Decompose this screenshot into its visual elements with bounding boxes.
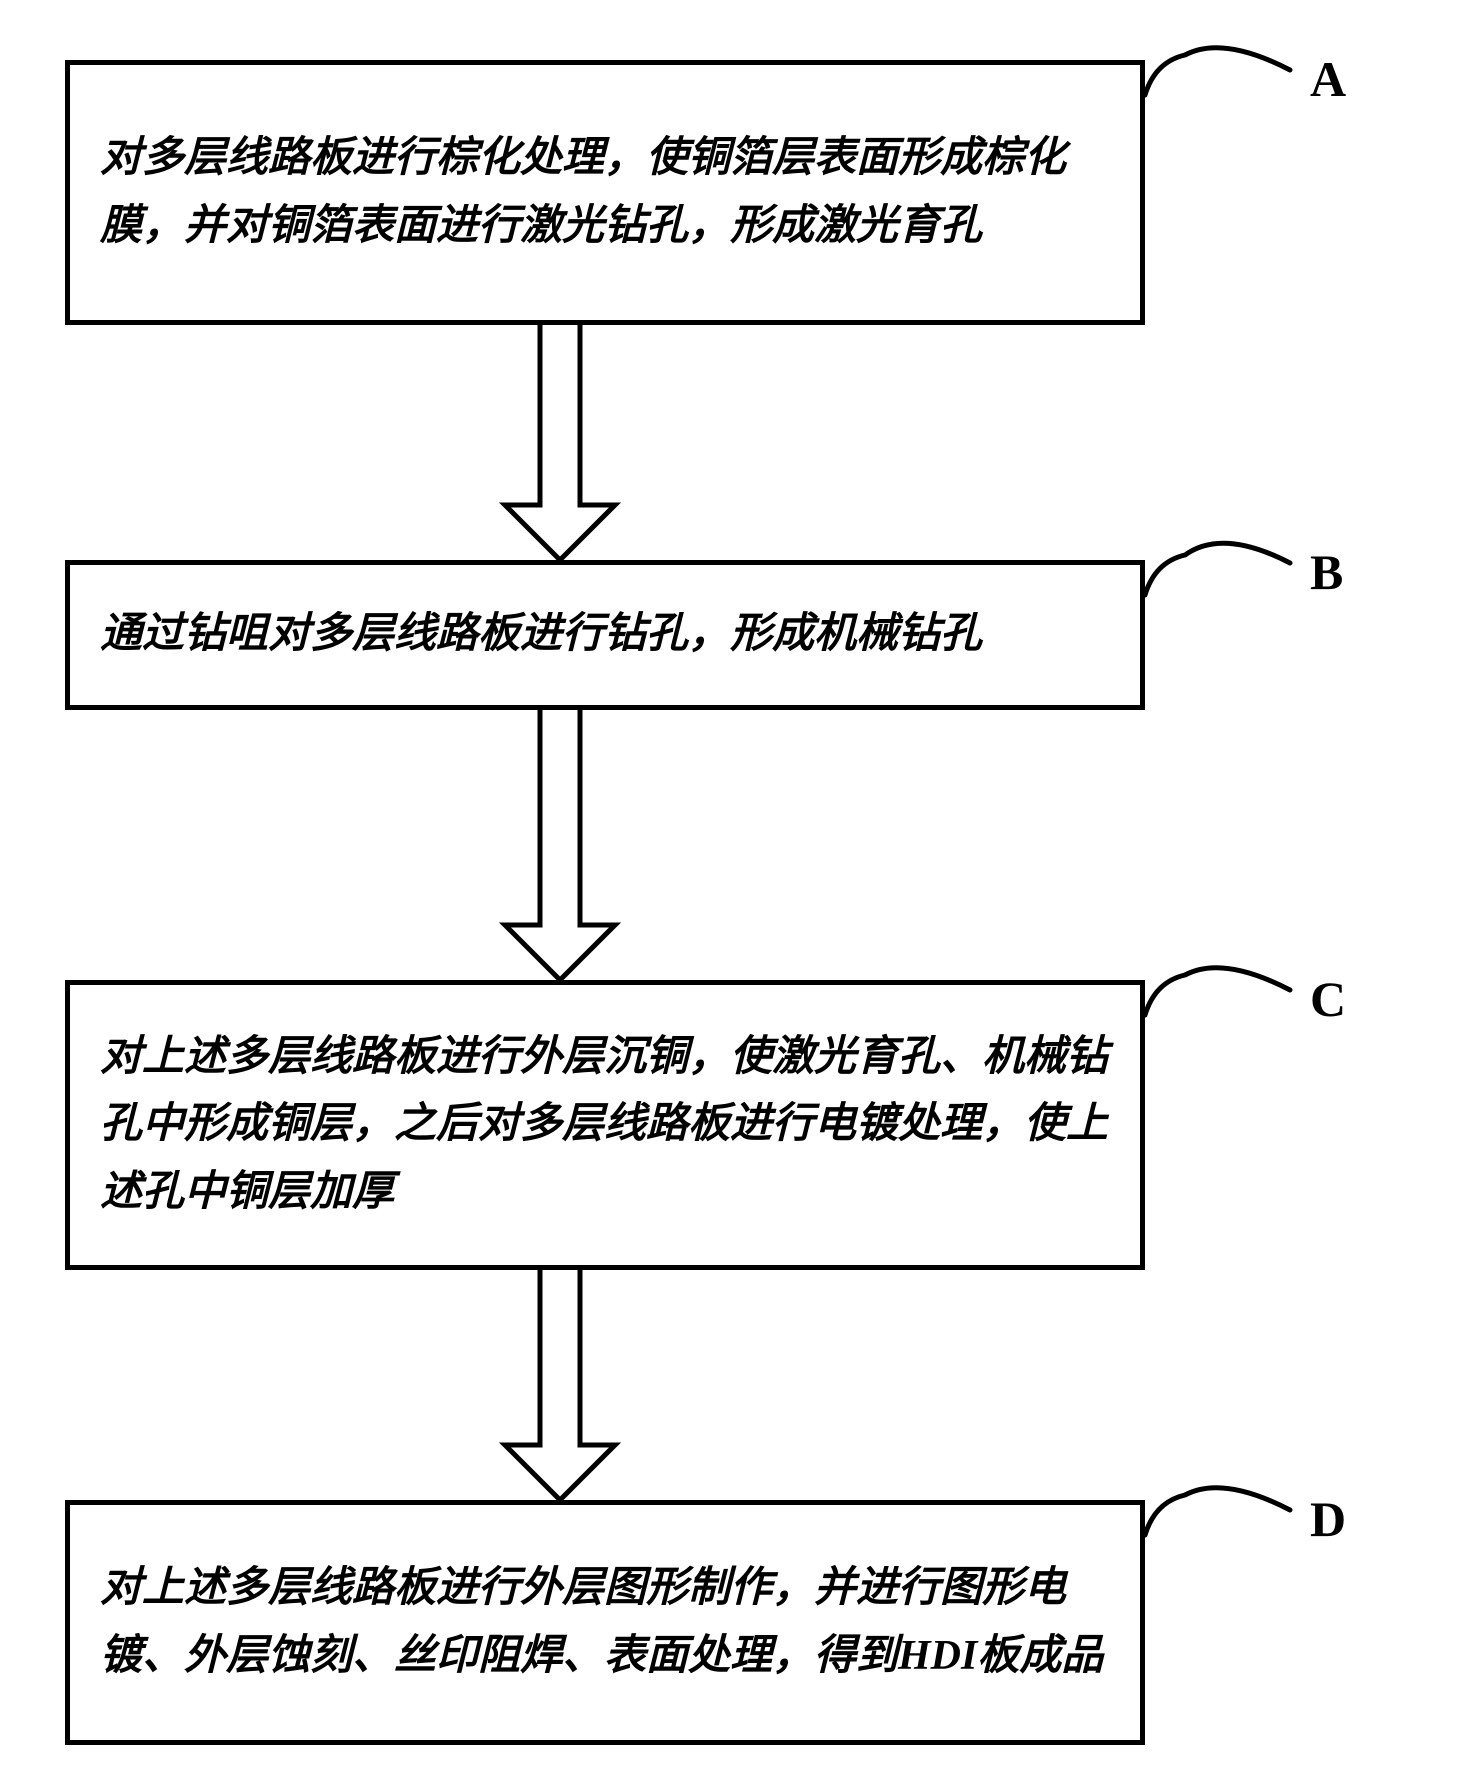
flow-arrow-1 bbox=[495, 325, 625, 564]
flow-box-b: 通过钻咀对多层线路板进行钻孔，形成机械钻孔 bbox=[65, 560, 1145, 710]
connector-curve bbox=[1125, 503, 1320, 630]
flow-box-text: 对上述多层线路板进行外层沉铜，使激光育孔、机械钻孔中形成铜层，之后对多层线路板进… bbox=[100, 1024, 1110, 1226]
flow-box-text: 对多层线路板进行棕化处理，使铜箔层表面形成棕化膜，并对铜箔表面进行激光钻孔，形成… bbox=[100, 125, 1110, 259]
step-label-c: C bbox=[1310, 970, 1346, 1028]
connector-curve bbox=[1125, 1450, 1320, 1570]
flow-box-d: 对上述多层线路板进行外层图形制作，并进行图形电镀、外层蚀刻、丝印阻焊、表面处理，… bbox=[65, 1500, 1145, 1745]
flow-box-a: 对多层线路板进行棕化处理，使铜箔层表面形成棕化膜，并对铜箔表面进行激光钻孔，形成… bbox=[65, 60, 1145, 325]
step-label-a: A bbox=[1310, 50, 1346, 108]
connector-curve bbox=[1125, 10, 1320, 130]
flow-box-text: 对上述多层线路板进行外层图形制作，并进行图形电镀、外层蚀刻、丝印阻焊、表面处理，… bbox=[100, 1555, 1110, 1689]
flow-arrow-2 bbox=[495, 710, 625, 984]
flow-box-text: 通过钻咀对多层线路板进行钻孔，形成机械钻孔 bbox=[100, 601, 1110, 668]
connector-curve bbox=[1125, 930, 1320, 1050]
step-label-b: B bbox=[1310, 543, 1343, 601]
step-label-d: D bbox=[1310, 1490, 1346, 1548]
flow-arrow-3 bbox=[495, 1270, 625, 1504]
flow-box-c: 对上述多层线路板进行外层沉铜，使激光育孔、机械钻孔中形成铜层，之后对多层线路板进… bbox=[65, 980, 1145, 1270]
